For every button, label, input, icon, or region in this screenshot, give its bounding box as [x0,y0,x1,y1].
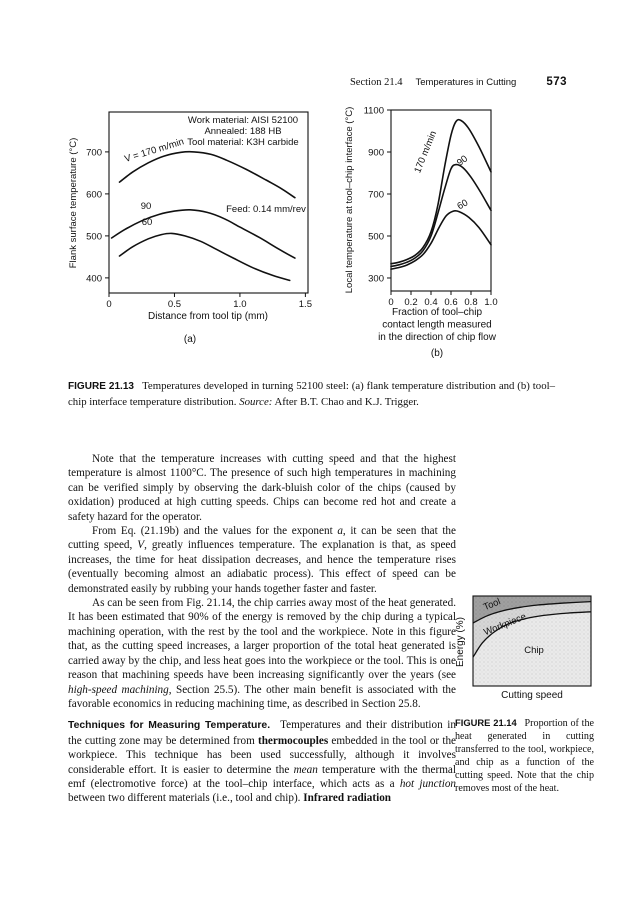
y-tick-label: 500 [368,231,384,242]
text-segment: hot junction [399,777,457,790]
curve-label: Feed: 0.14 mm/rev [226,204,306,215]
x-tick-label: 1.5 [299,299,312,310]
curve-label: 90 [141,201,152,212]
text-segment: FIGURE 21.13 [68,381,134,392]
text-segment: thermocouples [257,734,329,747]
text-segment: high-speed machining [68,683,169,696]
tool-workpiece-boundary [472,600,592,624]
curve-label: Tool material: K3H carbide [187,137,298,148]
series-curve [118,150,296,199]
plot-frame [390,109,492,292]
text-segment: After B.T. Chao and K.J. Trigger. [272,395,419,408]
x-tick-label: 0 [106,299,111,310]
paragraph: Techniques for Measuring Temperature. Te… [68,718,456,805]
curve-label: 60 [455,197,470,212]
x-tick-label: 0.2 [404,297,417,308]
curve-label: Annealed: 188 HB [204,126,281,137]
y-tick-label: 700 [86,147,102,158]
text-segment: From Eq. (21.19b) and the values for the… [92,525,338,538]
text-segment: temperature with the thermal emf (electr… [68,763,456,790]
y-tick-label: 700 [368,189,384,200]
text-segment: As can be seen from Fig. 21.14, the chip… [68,597,456,682]
y-tick-label: 1100 [364,106,384,117]
x-tick-label: 0.6 [444,297,457,308]
series-curve [390,209,492,270]
text-segment: Proportion of the heat generated in cutt… [455,718,594,795]
paragraph: As can be seen from Fig. 21.14, the chip… [68,596,456,711]
text-segment: , it can be seen that the cutting speed, [68,525,456,552]
plot-frame [472,595,592,687]
speckle-texture [473,596,591,686]
y-axis-label: Local temperature at tool–chip interface… [344,107,355,294]
page-header: Section 21.4 Temperatures in Cutting 573 [0,76,567,88]
curve-label: Work material: AISI 52100 [188,115,298,126]
curve-label: 60 [142,217,153,228]
body-text: Note that the temperature increases with… [68,452,456,806]
subfigure-label: (a) [184,334,196,345]
text-segment: Note that the temperature increases with… [68,453,456,523]
text-segment: Temperatures and their distribution in t… [68,719,456,747]
x-axis-label: Fraction of tool–chip [392,307,482,318]
subfigure-label: (b) [431,348,443,359]
x-tick-label: 1.0 [484,297,497,308]
y-axis-label: Energy (%) [455,617,466,667]
section-title: Temperatures in Cutting [415,77,517,88]
text-segment: mean [293,763,318,776]
x-axis-label: Cutting speed [501,690,563,701]
x-tick-label: 0.4 [424,297,437,308]
x-tick-label: 0.5 [168,299,181,310]
curve-label: 90 [455,153,470,168]
workpiece-chip-boundary [472,611,592,658]
text-segment: , greatly influences temperature. The ex… [68,539,456,595]
curve-label: 170 m/min [412,129,439,174]
figure-21-13-caption: FIGURE 21.13 Temperatures developed in t… [68,379,555,409]
text-segment: Infrared radiation [303,792,392,805]
y-tick-label: 400 [86,273,102,284]
figure-21-14-caption: FIGURE 21.14 Proportion of the heat gene… [455,716,594,796]
section-number: Section 21.4 [349,77,403,88]
region-label: Chip [524,645,544,656]
series-curve [390,163,492,268]
x-axis-label: Distance from tool tip (mm) [148,311,268,322]
y-tick-label: 300 [368,273,384,284]
text-segment: Source: [239,395,273,408]
text-segment: a [337,525,343,538]
x-axis-label: contact length measured [382,320,492,331]
text-segment: embedded in the tool or the workpiece. T… [68,734,457,776]
x-axis-label: in the direction of chip flow [378,332,497,343]
text-segment: Temperatures developed in turning 52100 … [68,380,555,408]
page-number: 573 [546,76,567,88]
plot-frame [108,111,309,294]
y-axis-label: Flank surface temperature (°C) [68,138,79,269]
text-segment: , Section 25.5). The other main benefit … [68,683,456,710]
paragraph: From Eq. (21.19b) and the values for the… [68,524,456,596]
interface-temperature-chart: 0 0.2 0.4 0.6 0.8 1.0 300 500 700 900 1100 170 m/mi… [344,106,498,360]
text-segment: V [137,539,145,552]
series-curve [118,232,291,282]
series-curve [110,208,296,259]
text-segment: between two different materials (i.e., t… [68,792,304,805]
x-tick-label: 0 [388,297,393,308]
y-tick-label: 600 [86,189,102,200]
y-tick-label: 900 [368,147,384,158]
text-segment: Techniques for Measuring Temperature. [68,720,271,732]
y-tick-label: 500 [86,231,102,242]
x-tick-label: 0.8 [464,297,477,308]
text-segment: FIGURE 21.14 [455,717,517,728]
series-curve [390,118,492,265]
x-tick-label: 1.0 [233,299,246,310]
paragraph: Note that the temperature increases with… [68,452,456,524]
